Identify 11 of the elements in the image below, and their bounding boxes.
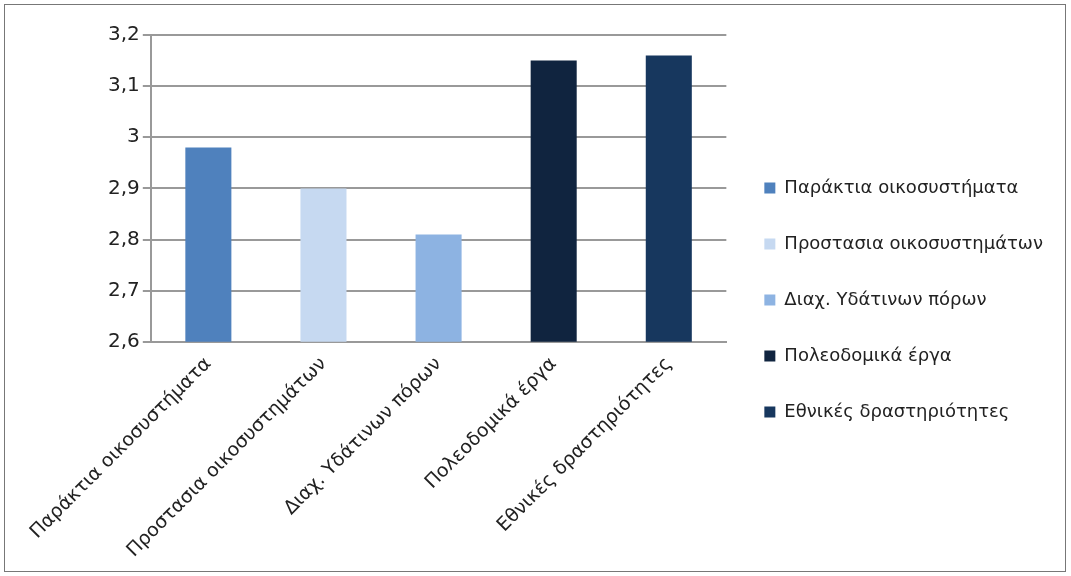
legend-label: Εθνικές δραστηριότητες	[784, 399, 1010, 421]
y-tick-label: 2,9	[107, 174, 140, 199]
legend-label: Προστασια οικοσυστημάτων	[784, 231, 1043, 253]
legend-label: Παράκτια οικοσυστήματα	[784, 175, 1019, 197]
y-tick-label: 2,7	[107, 276, 140, 301]
y-tick-label: 2,6	[107, 328, 140, 353]
y-tick-label: 3,2	[107, 21, 140, 46]
y-tick-label: 3,1	[107, 72, 140, 97]
legend-label: Διαχ. Υδάτινων πόρων	[784, 287, 987, 309]
y-tick-label: 3	[127, 123, 140, 148]
y-tick-label: 2,8	[107, 225, 140, 250]
